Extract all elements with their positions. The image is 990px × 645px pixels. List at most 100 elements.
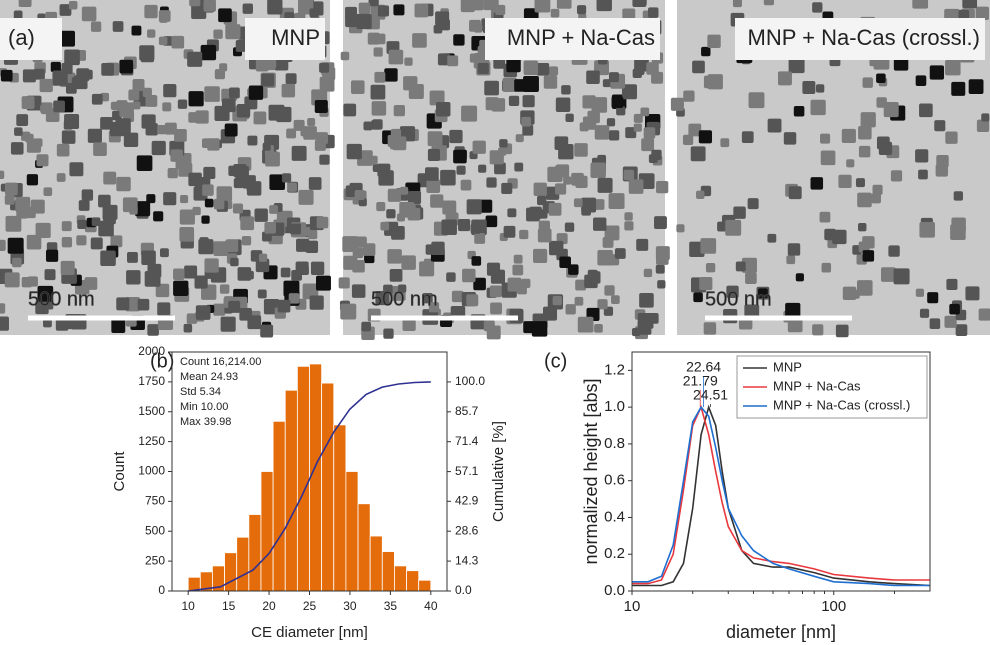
bar xyxy=(406,570,420,592)
particle xyxy=(164,122,177,135)
particle xyxy=(703,322,717,335)
particle xyxy=(720,138,730,148)
particle xyxy=(513,254,523,264)
particle xyxy=(179,209,195,225)
particle xyxy=(559,256,571,269)
particle xyxy=(157,302,171,316)
particle xyxy=(153,211,164,222)
particle xyxy=(461,105,478,122)
particle xyxy=(430,194,444,208)
particle xyxy=(375,291,390,306)
y-tick-label: 1.2 xyxy=(604,361,625,378)
y-tick-label: 500 xyxy=(145,523,165,537)
particle xyxy=(314,99,328,114)
particle xyxy=(968,79,984,95)
particle xyxy=(949,303,960,315)
particle xyxy=(288,293,300,304)
particle xyxy=(498,147,507,156)
y-tick-label: 0.0 xyxy=(604,582,625,599)
particle xyxy=(428,302,440,313)
particle xyxy=(597,250,613,266)
particle xyxy=(179,226,195,242)
particle xyxy=(732,0,742,8)
particle xyxy=(296,238,310,252)
image-label: MNP + Na-Cas xyxy=(507,25,655,50)
particle xyxy=(636,238,649,251)
particle xyxy=(507,208,517,218)
particle xyxy=(427,131,443,147)
particle xyxy=(918,169,928,180)
y-tick-label: 2000 xyxy=(138,344,165,358)
bar xyxy=(357,503,371,592)
particle xyxy=(460,0,475,13)
particle xyxy=(134,201,151,217)
particle xyxy=(640,107,650,117)
particle xyxy=(586,70,600,85)
y2-tick-label: 57.1 xyxy=(455,464,479,478)
particle xyxy=(262,142,271,151)
particle xyxy=(188,91,204,107)
particle xyxy=(157,125,167,135)
particle xyxy=(392,136,407,151)
particle xyxy=(60,260,75,275)
particle xyxy=(286,128,297,139)
particle xyxy=(460,179,472,191)
particle xyxy=(112,110,122,121)
particle xyxy=(126,270,141,285)
particle xyxy=(116,176,131,192)
particle xyxy=(177,99,188,109)
particle xyxy=(802,81,816,94)
particle xyxy=(777,71,792,86)
particle xyxy=(747,198,759,210)
particle xyxy=(173,280,189,296)
particle xyxy=(602,236,614,248)
particle xyxy=(218,8,232,23)
x-tick-label: 10 xyxy=(181,599,195,613)
particle xyxy=(575,175,588,188)
particle xyxy=(21,96,35,109)
particle xyxy=(425,167,439,181)
particle xyxy=(912,0,929,9)
particle xyxy=(319,154,330,165)
particle xyxy=(440,169,456,186)
particle xyxy=(495,4,506,16)
particle xyxy=(582,95,596,109)
y-axis-title: normalized height [abs] xyxy=(581,378,601,564)
particle xyxy=(383,284,393,295)
particle xyxy=(447,55,459,67)
y-tick-label: 250 xyxy=(145,553,165,567)
particle xyxy=(141,114,156,129)
particle xyxy=(283,280,300,297)
series-line xyxy=(632,404,930,585)
particle xyxy=(269,174,285,190)
particle xyxy=(220,316,236,332)
particle xyxy=(616,106,626,116)
particle xyxy=(590,162,606,178)
particle xyxy=(183,323,193,333)
particle xyxy=(228,165,239,177)
particle xyxy=(362,243,376,256)
particle xyxy=(119,102,134,117)
particle xyxy=(594,323,603,333)
particle xyxy=(945,131,958,144)
y-axis-title: Count xyxy=(111,451,128,492)
particle xyxy=(485,215,498,228)
particle xyxy=(522,124,534,136)
particle xyxy=(466,294,479,307)
particle xyxy=(201,215,210,224)
label-bg xyxy=(245,18,325,60)
particle xyxy=(184,265,198,279)
series-line xyxy=(632,405,930,587)
particle xyxy=(915,75,927,87)
x-tick-label: 20 xyxy=(262,599,276,613)
particle xyxy=(44,269,56,281)
particle xyxy=(795,273,804,282)
particle xyxy=(199,237,209,247)
particle xyxy=(84,277,98,290)
particle xyxy=(276,106,292,123)
particle xyxy=(203,166,216,179)
particle xyxy=(514,79,527,92)
particle xyxy=(478,164,487,173)
y-tick-label: 0.8 xyxy=(604,435,625,452)
peak-label: 24.51 xyxy=(693,387,728,403)
